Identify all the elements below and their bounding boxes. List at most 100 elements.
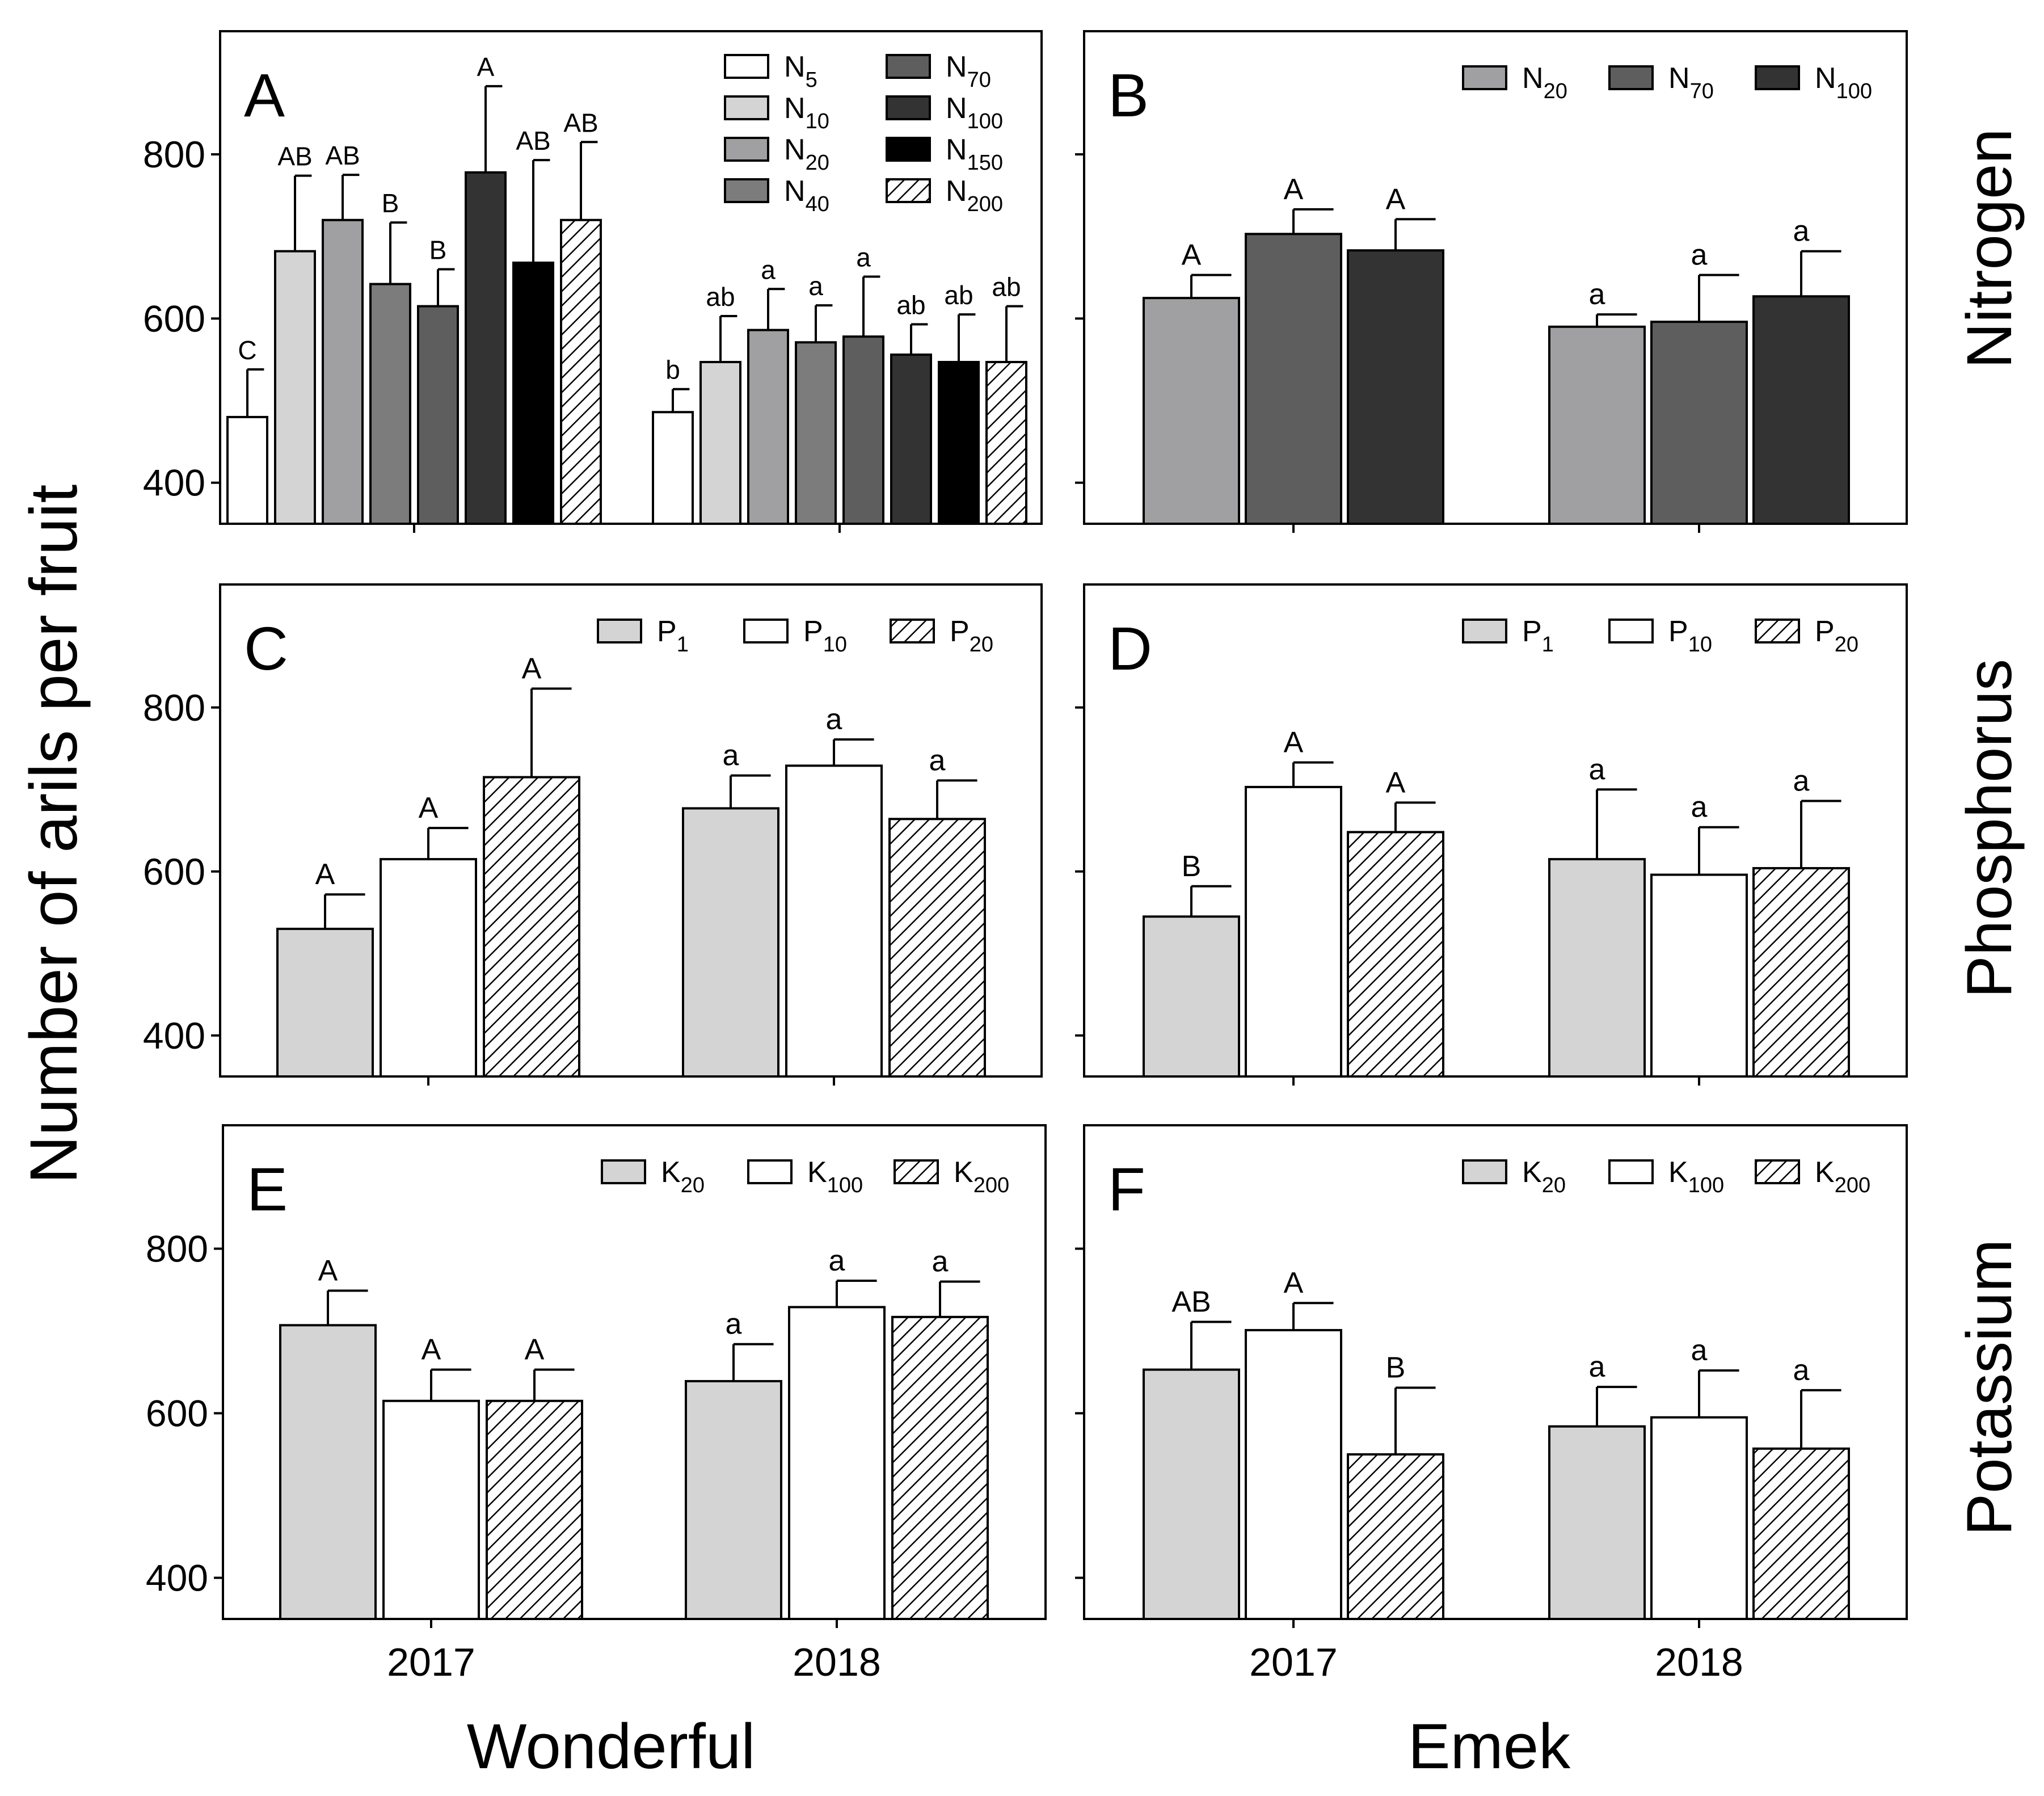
panel-letter: D bbox=[1108, 614, 1152, 683]
significance-letter: a bbox=[829, 1244, 845, 1277]
bar-p20-2017 bbox=[483, 776, 580, 1078]
legend-letter: K bbox=[661, 1156, 681, 1189]
bar-p1-2017 bbox=[276, 927, 374, 1078]
legend-swatch bbox=[724, 95, 769, 120]
bar-p1-2018 bbox=[1548, 858, 1646, 1078]
bar-n10-2018 bbox=[699, 361, 741, 525]
significance-letter: a bbox=[1691, 1334, 1708, 1367]
legend-swatch bbox=[890, 619, 935, 643]
panel-frame bbox=[219, 583, 1043, 1078]
y-tick-label: 600 bbox=[143, 297, 205, 339]
bar-p1-2017 bbox=[1143, 915, 1240, 1078]
cultivar-label-wonderful: Wonderful bbox=[467, 1711, 755, 1782]
bar-k100-2018 bbox=[1650, 1416, 1748, 1620]
significance-letter: a bbox=[761, 255, 776, 284]
legend-letter: N bbox=[1815, 62, 1836, 95]
legend-letter: P bbox=[803, 615, 823, 648]
legend-entry-n150: N150 bbox=[946, 133, 1003, 175]
legend-entry-n70: N70 bbox=[946, 51, 991, 92]
bar-n5-2018 bbox=[652, 411, 694, 525]
legend-subscript: 20 bbox=[1542, 1174, 1566, 1197]
legend-entry-k100: K100 bbox=[1668, 1156, 1724, 1197]
legend-swatch bbox=[1608, 65, 1654, 90]
cultivar-label-emek: Emek bbox=[1408, 1711, 1571, 1782]
significance-letter: a bbox=[826, 703, 842, 736]
significance-letter: a bbox=[726, 1308, 742, 1341]
significance-letter: a bbox=[1589, 753, 1605, 786]
bar-p10-2017 bbox=[1245, 785, 1342, 1078]
legend-subscript: 100 bbox=[1836, 79, 1872, 103]
legend-letter: K bbox=[807, 1156, 827, 1189]
legend: K20 K100 K200 bbox=[601, 1156, 1009, 1197]
legend-swatch bbox=[743, 619, 789, 643]
bar-k20-2017 bbox=[279, 1324, 377, 1621]
y-tick-label: 800 bbox=[146, 1228, 208, 1270]
bar-n70-2017 bbox=[1245, 233, 1342, 525]
legend-letter: N bbox=[946, 175, 967, 208]
bar-p10-2017 bbox=[380, 858, 477, 1078]
bar-p20-2018 bbox=[1752, 867, 1850, 1078]
panel-frame bbox=[1083, 30, 1908, 525]
legend-subscript: 1 bbox=[677, 633, 689, 657]
bar-k200-2017 bbox=[486, 1399, 583, 1620]
bar-n20-2017 bbox=[322, 218, 364, 525]
legend-swatch bbox=[747, 1159, 793, 1184]
legend-entry-n200: N200 bbox=[946, 175, 1003, 216]
legend-letter: N bbox=[1522, 62, 1544, 95]
legend-entry-k200: K200 bbox=[1815, 1156, 1870, 1197]
bar-p20-2017 bbox=[1347, 831, 1444, 1078]
legend-subscript: 1 bbox=[1542, 633, 1554, 657]
panel-frame bbox=[1083, 583, 1908, 1078]
legend-swatch bbox=[724, 178, 769, 203]
legend-letter: P bbox=[1815, 615, 1835, 648]
legend-subscript: 100 bbox=[827, 1174, 863, 1197]
significance-letter: B bbox=[1182, 850, 1202, 883]
legend-subscript: 10 bbox=[1688, 633, 1712, 657]
bar-k20-2018 bbox=[685, 1379, 782, 1620]
panel-letter: E bbox=[247, 1155, 288, 1223]
significance-letter: AB bbox=[277, 142, 312, 171]
legend-letter: N bbox=[946, 51, 967, 83]
significance-letter: A bbox=[1284, 173, 1304, 206]
legend-swatch bbox=[1462, 65, 1507, 90]
legend: P1 P10 P20 bbox=[597, 615, 993, 657]
bar-k100-2018 bbox=[788, 1306, 886, 1620]
legend-swatch bbox=[1755, 619, 1800, 643]
significance-letter: a bbox=[1793, 1354, 1810, 1387]
legend-letter: P bbox=[1668, 615, 1688, 648]
legend-entry-k20: K20 bbox=[1522, 1156, 1566, 1197]
bar-k100-2017 bbox=[1245, 1329, 1342, 1621]
side-label-nitrogen: Nitrogen bbox=[1954, 128, 2025, 368]
bar-k200-2017 bbox=[1347, 1453, 1444, 1620]
legend-subscript: 70 bbox=[1690, 79, 1714, 103]
significance-letter: a bbox=[1589, 278, 1605, 311]
bar-n200-2017 bbox=[560, 218, 602, 525]
legend-swatch bbox=[886, 54, 931, 79]
bar-p10-2018 bbox=[785, 764, 883, 1078]
bar-p1-2018 bbox=[682, 807, 779, 1078]
significance-letter: a bbox=[929, 744, 946, 777]
legend-swatch bbox=[601, 1159, 646, 1184]
legend-subscript: 5 bbox=[806, 68, 817, 92]
legend-entry-p1: P1 bbox=[657, 615, 689, 657]
legend-entry-p20: P20 bbox=[1815, 615, 1858, 657]
bar-n10-2017 bbox=[274, 250, 316, 525]
side-label-potassium: Potassium bbox=[1954, 1239, 2025, 1536]
legend-letter: N bbox=[784, 175, 806, 208]
legend-entry-n10: N10 bbox=[784, 92, 829, 133]
bar-p20-2018 bbox=[888, 818, 986, 1078]
bar-n20-2018 bbox=[1548, 325, 1646, 525]
legend-letter: N bbox=[1668, 62, 1690, 95]
side-label-phosphorus: Phosphorus bbox=[1954, 659, 2025, 998]
significance-letter: C bbox=[238, 335, 256, 365]
panel-frame bbox=[222, 1124, 1047, 1620]
legend-swatch bbox=[1462, 619, 1507, 643]
significance-letter: A bbox=[1284, 726, 1304, 759]
legend-swatch bbox=[886, 137, 931, 162]
